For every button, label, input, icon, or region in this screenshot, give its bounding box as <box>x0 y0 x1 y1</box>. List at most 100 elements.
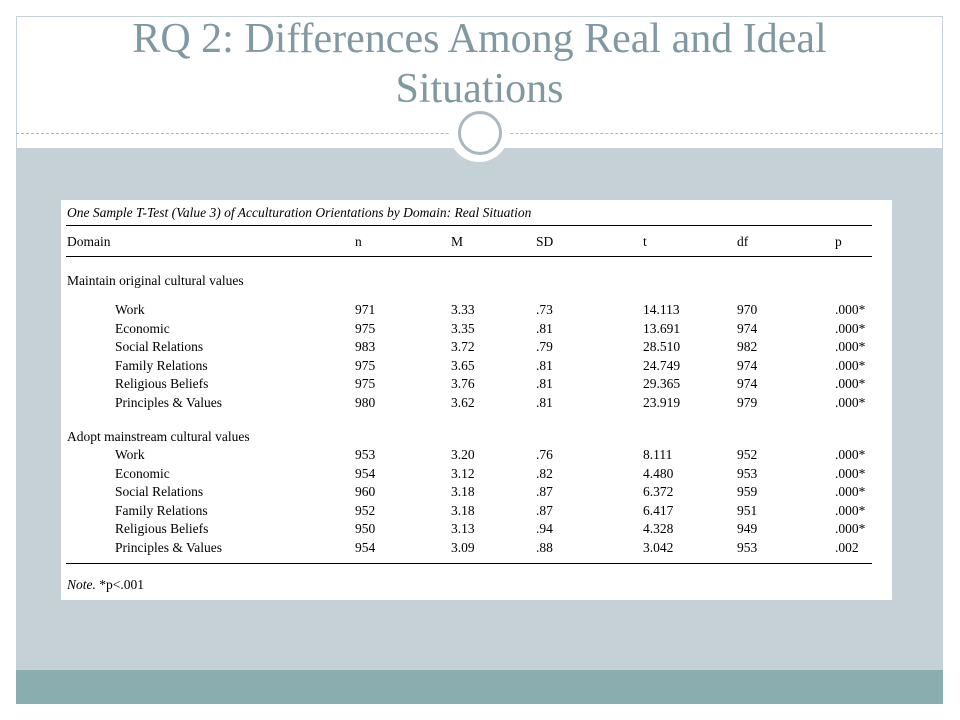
cell-df: 953 <box>737 465 758 481</box>
note-text: *p<.001 <box>95 577 144 592</box>
cell-domain: Principles & Values <box>115 394 222 410</box>
cell-p: .000* <box>835 376 866 391</box>
cell-t: 4.328 <box>643 521 674 536</box>
cell-sd: .79 <box>536 339 553 354</box>
cell-sd: .94 <box>536 521 553 536</box>
cell-t: 24.749 <box>643 357 681 373</box>
cell-sd: .73 <box>536 302 553 317</box>
cell-p: .000* <box>835 302 866 317</box>
table-row: Religious Beliefs 975 3.76 .81 29.365 974 .000… <box>61 375 892 393</box>
cell-df: 974 <box>737 357 758 373</box>
header-t: t <box>643 234 647 249</box>
cell-df: 951 <box>737 502 758 518</box>
cell-t: 4.480 <box>643 465 674 481</box>
cell-n: 960 <box>355 484 376 499</box>
group-title: Maintain original cultural values <box>67 273 244 288</box>
cell-sd: .87 <box>536 484 553 499</box>
table-row: Family Relations 952 3.18 .87 6.417 951 .000* <box>61 502 892 520</box>
cell-t: 13.691 <box>643 320 681 336</box>
cell-m: 3.72 <box>451 339 475 354</box>
cell-p: .000* <box>835 320 866 336</box>
cell-n: 954 <box>355 539 376 555</box>
cell-sd: .87 <box>536 502 553 518</box>
header-p: p <box>835 234 842 249</box>
table-row: Social Relations 983 3.72 .79 28.510 982 .000* <box>61 338 892 356</box>
table-row: Family Relations 975 3.65 .81 24.749 974 .000* <box>61 357 892 375</box>
results-table: One Sample T-Test (Value 3) of Accultura… <box>61 200 892 600</box>
slide-title-line-1: RQ 2: Differences Among Real and Ideal <box>132 16 827 62</box>
cell-df: 952 <box>737 447 758 462</box>
table-top-rule <box>66 225 872 226</box>
cell-t: 28.510 <box>643 339 681 354</box>
table-row: Social Relations 960 3.18 .87 6.372 959 .000* <box>61 483 892 501</box>
cell-df: 982 <box>737 339 758 354</box>
cell-sd: .81 <box>536 357 553 373</box>
table-header-row: Domain n M SD t df p <box>61 233 892 251</box>
note-label: Note. <box>67 577 96 592</box>
cell-m: 3.18 <box>451 502 475 518</box>
circle-icon <box>458 111 502 155</box>
cell-m: 3.62 <box>451 394 475 410</box>
table-caption: One Sample T-Test (Value 3) of Accultura… <box>67 205 532 220</box>
cell-sd: .82 <box>536 465 553 481</box>
cell-p: .000* <box>835 521 866 536</box>
cell-sd: .81 <box>536 394 553 410</box>
cell-p: .000* <box>835 465 866 481</box>
cell-m: 3.33 <box>451 302 475 317</box>
cell-domain: Work <box>115 302 145 317</box>
cell-p: .000* <box>835 357 866 373</box>
cell-sd: .81 <box>536 320 553 336</box>
cell-p: .000* <box>835 394 866 410</box>
table-row: Principles & Values 954 3.09 .88 3.042 953 .00… <box>61 539 892 557</box>
cell-m: 3.20 <box>451 447 475 462</box>
group-title: Adopt mainstream cultural values <box>67 429 250 444</box>
table-row: Principles & Values 980 3.62 .81 23.919 979 .0… <box>61 394 892 412</box>
cell-df: 979 <box>737 394 758 410</box>
header-m: M <box>451 234 464 249</box>
table-row: Work 971 3.33 .73 14.113 970 .000* <box>61 301 892 319</box>
cell-m: 3.65 <box>451 357 475 373</box>
cell-t: 3.042 <box>643 539 674 555</box>
cell-n: 980 <box>355 394 376 410</box>
cell-m: 3.13 <box>451 521 475 536</box>
table-header-rule <box>66 256 872 257</box>
header-sd: SD <box>536 234 554 249</box>
cell-domain: Religious Beliefs <box>115 376 209 391</box>
cell-m: 3.18 <box>451 484 475 499</box>
cell-domain: Economic <box>115 465 170 481</box>
cell-n: 975 <box>355 376 376 391</box>
cell-t: 8.111 <box>643 447 673 462</box>
cell-df: 959 <box>737 484 758 499</box>
cell-p: .000* <box>835 502 866 518</box>
cell-df: 974 <box>737 320 758 336</box>
header-domain: Domain <box>67 234 111 249</box>
cell-t: 6.417 <box>643 502 674 518</box>
cell-p: .002 <box>835 539 859 555</box>
cell-p: .000* <box>835 447 866 462</box>
cell-n: 950 <box>355 521 376 536</box>
cell-domain: Family Relations <box>115 357 208 373</box>
cell-domain: Social Relations <box>115 339 204 354</box>
cell-domain: Economic <box>115 320 170 336</box>
header-n: n <box>355 234 362 249</box>
footer-band <box>16 670 943 704</box>
table-row: Religious Beliefs 950 3.13 .94 4.328 949 .000* <box>61 520 892 538</box>
cell-t: 29.365 <box>643 376 681 391</box>
cell-p: .000* <box>835 484 866 499</box>
cell-domain: Principles & Values <box>115 539 222 555</box>
cell-m: 3.76 <box>451 376 475 391</box>
cell-t: 23.919 <box>643 394 681 410</box>
cell-domain: Work <box>115 447 145 462</box>
cell-n: 975 <box>355 357 376 373</box>
cell-n: 952 <box>355 502 376 518</box>
header-df: df <box>737 234 749 249</box>
cell-df: 970 <box>737 302 758 317</box>
cell-n: 954 <box>355 465 376 481</box>
table-bottom-rule <box>66 563 872 564</box>
cell-df: 974 <box>737 376 758 391</box>
cell-sd: .88 <box>536 539 553 555</box>
table-note: Note. *p<.001 <box>67 577 144 593</box>
cell-m: 3.09 <box>451 539 475 555</box>
cell-domain: Family Relations <box>115 502 208 518</box>
cell-n: 953 <box>355 447 376 462</box>
